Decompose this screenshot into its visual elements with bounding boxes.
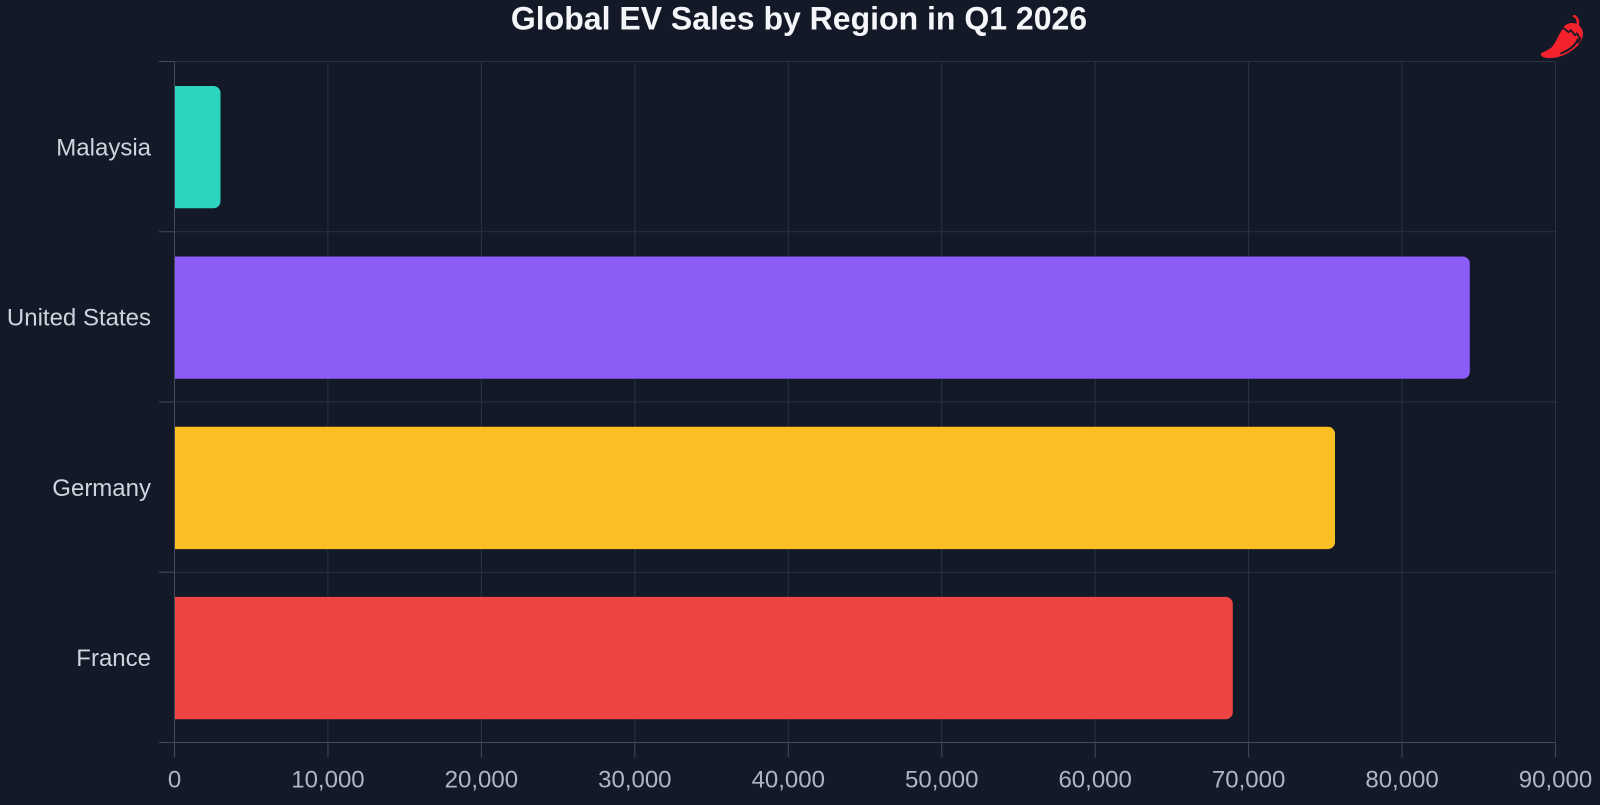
svg-text:10,000: 10,000 bbox=[291, 766, 364, 793]
svg-text:80,000: 80,000 bbox=[1365, 766, 1438, 793]
svg-text:Germany: Germany bbox=[52, 475, 151, 502]
svg-text:Malaysia: Malaysia bbox=[56, 134, 151, 161]
svg-text:70,000: 70,000 bbox=[1212, 766, 1285, 793]
svg-text:60,000: 60,000 bbox=[1058, 766, 1131, 793]
svg-text:40,000: 40,000 bbox=[752, 766, 825, 793]
svg-text:United States: United States bbox=[7, 305, 151, 332]
svg-text:France: France bbox=[76, 645, 151, 672]
svg-text:0: 0 bbox=[168, 766, 181, 793]
svg-text:Global EV Sales by Region in Q: Global EV Sales by Region in Q1 2026 bbox=[511, 1, 1087, 37]
svg-text:90,000: 90,000 bbox=[1519, 766, 1592, 793]
svg-text:30,000: 30,000 bbox=[598, 766, 671, 793]
svg-text:20,000: 20,000 bbox=[445, 766, 518, 793]
svg-text:50,000: 50,000 bbox=[905, 766, 978, 793]
